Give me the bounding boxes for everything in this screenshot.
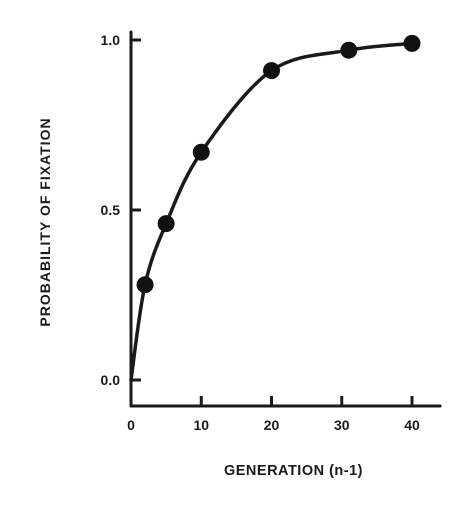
x-tick-label: 30 — [334, 417, 350, 433]
data-point — [157, 215, 175, 233]
y-tick-label: 1.0 — [101, 32, 121, 48]
y-tick-label: 0.0 — [101, 372, 121, 388]
y-tick-label: 0.5 — [101, 202, 121, 218]
data-point — [340, 41, 358, 59]
x-tick-label: 40 — [404, 417, 420, 433]
x-tick-label: 20 — [264, 417, 280, 433]
x-tick-label: 0 — [127, 417, 135, 433]
x-tick-label: 10 — [193, 417, 209, 433]
axes — [129, 30, 442, 408]
data-point — [403, 34, 421, 52]
x-axis-label: GENERATION (n-1) — [224, 463, 363, 479]
x-ticks: 0 10 20 30 40 — [127, 396, 420, 433]
data-point — [263, 62, 280, 80]
data-points — [136, 34, 421, 294]
y-axis-label: PROBABILITY OF FIXATION — [37, 117, 53, 326]
data-point — [192, 143, 210, 161]
fixation-curve — [129, 41, 414, 382]
y-ticks: 0.0 0.5 1.0 — [101, 32, 141, 388]
data-point — [136, 276, 154, 294]
